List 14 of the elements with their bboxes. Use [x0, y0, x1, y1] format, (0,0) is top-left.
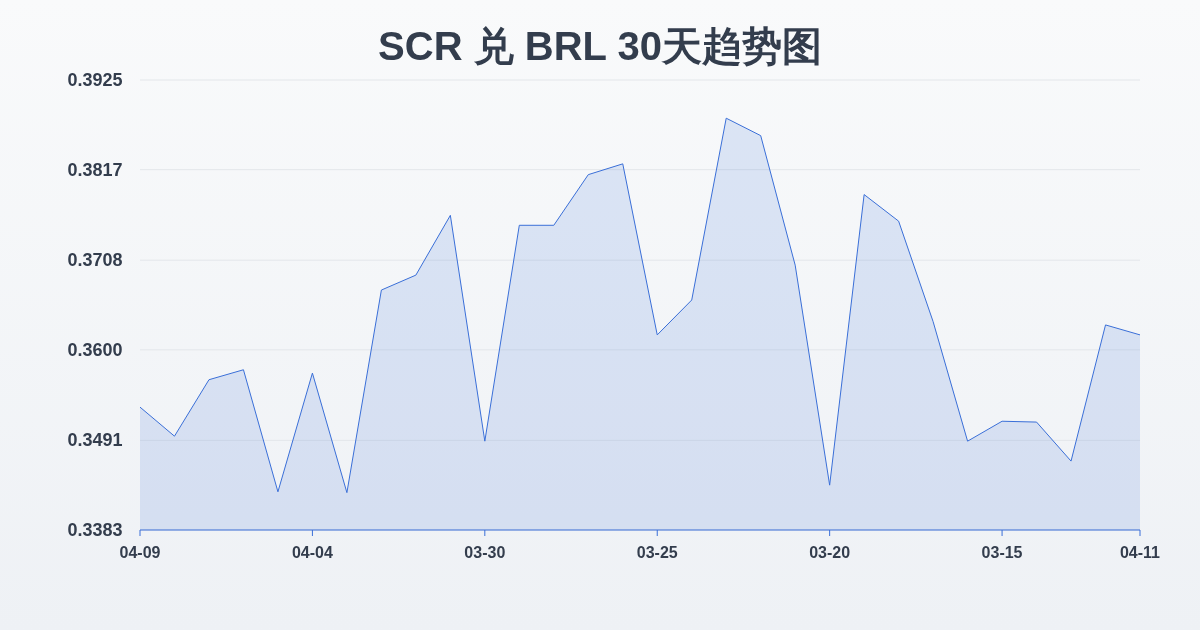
- chart-title: SCR 兑 BRL 30天趋势图: [378, 24, 822, 68]
- y-tick-label: 0.3491: [67, 430, 123, 451]
- x-tick-label: 03-15: [981, 544, 1023, 561]
- y-tick-label: 0.3925: [67, 70, 123, 90]
- x-tick-label: 03-20: [809, 544, 851, 561]
- x-tick-label: 03-25: [636, 544, 678, 561]
- x-tick-label: 04-11: [1119, 544, 1161, 561]
- x-tick-label: 04-04: [291, 544, 333, 561]
- y-tick-label: 0.3817: [67, 159, 123, 180]
- y-tick-label: 0.3708: [67, 250, 123, 271]
- x-tick-label: 03-30: [464, 544, 506, 561]
- y-tick-label: 0.3600: [67, 339, 123, 360]
- x-tick-label: 04-09: [119, 544, 161, 561]
- y-tick-label: 0.3383: [67, 520, 123, 540]
